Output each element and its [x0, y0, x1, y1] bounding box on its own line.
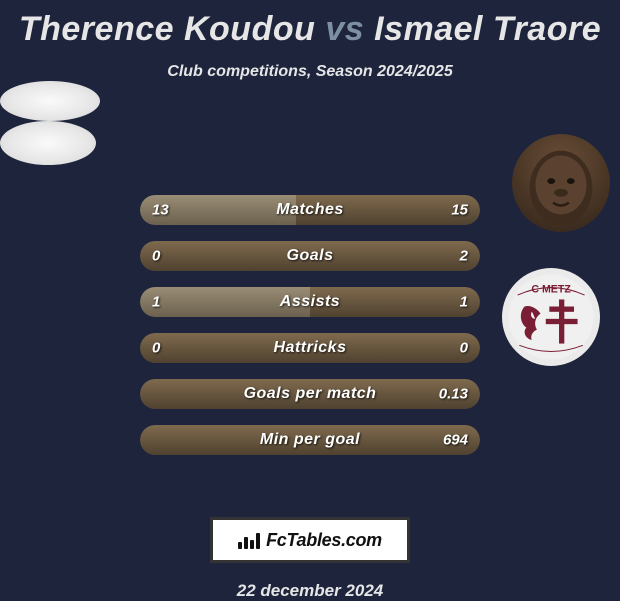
stat-row: Goals0 2 [140, 241, 480, 271]
stat-label: Goals per match [140, 385, 480, 403]
fctables-text: FcTables.com [266, 530, 382, 551]
player1-club-logo [0, 121, 96, 165]
stat-value-left: 0 [152, 248, 160, 265]
bar-chart-icon [238, 531, 260, 549]
player1-avatar [0, 81, 100, 121]
stats-area: Matches1315Goals02Assists11Hattricks00Go… [0, 195, 620, 495]
stat-label: Goals [140, 247, 480, 265]
stat-value-right: 1 [460, 294, 468, 311]
stat-row: Min per goal694 [140, 425, 480, 455]
player2-name: Ismael Traore [374, 10, 601, 48]
player1-name: Therence Koudou [19, 10, 316, 48]
stat-label: Matches [140, 201, 480, 219]
stat-value-right: 0.13 [439, 386, 468, 403]
stat-row: Goals per match0.13 [140, 379, 480, 409]
stat-row: Assists1 1 [140, 287, 480, 317]
stat-value-right: 0 [460, 340, 468, 357]
vs-text: vs [325, 10, 364, 48]
fctables-badge: FcTables.com [210, 517, 410, 563]
comparison-title: Therence Koudou vs Ismael Traore [0, 10, 620, 49]
stat-bars: Matches1315Goals02Assists11Hattricks00Go… [140, 195, 480, 471]
stat-label: Assists [140, 293, 480, 311]
date-text: 22 december 2024 [0, 581, 620, 601]
stat-row: Matches13 15 [140, 195, 480, 225]
stat-value-left: 0 [152, 340, 160, 357]
stat-value-right: 15 [451, 202, 468, 219]
stat-value-right: 2 [460, 248, 468, 265]
stat-label: Min per goal [140, 431, 480, 449]
subtitle: Club competitions, Season 2024/2025 [0, 63, 620, 81]
stat-label: Hattricks [140, 339, 480, 357]
stat-row: Hattricks0 0 [140, 333, 480, 363]
stat-value-left: 13 [152, 202, 169, 219]
stat-value-left: 1 [152, 294, 160, 311]
stat-value-right: 694 [443, 432, 468, 449]
